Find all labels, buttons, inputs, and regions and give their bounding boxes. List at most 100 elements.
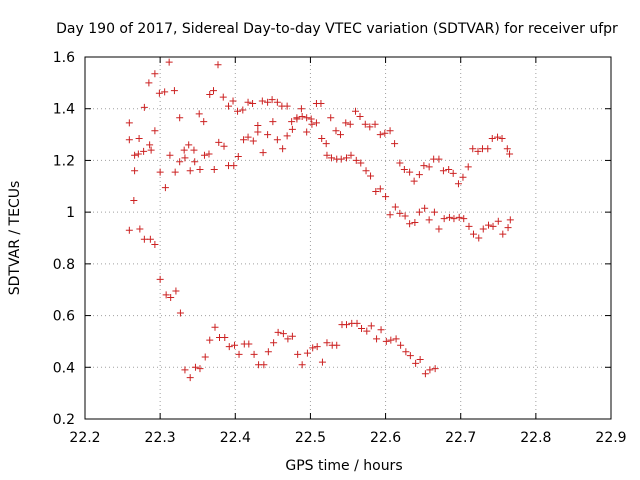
- data-point-plus: [308, 120, 316, 128]
- x-tick-label: 22.6: [370, 430, 401, 446]
- data-point-plus: [356, 112, 364, 120]
- data-point-plus: [215, 138, 223, 146]
- data-point-plus: [297, 105, 305, 113]
- y-tick-label: 1.2: [53, 153, 75, 169]
- data-point-plus: [425, 163, 433, 171]
- data-point-plus: [425, 216, 433, 224]
- data-point-plus: [155, 89, 163, 97]
- data-point-plus: [205, 150, 213, 158]
- data-point-plus: [415, 171, 423, 179]
- data-point-plus: [219, 93, 227, 101]
- data-point-plus: [130, 197, 138, 205]
- data-point-plus: [135, 134, 143, 142]
- data-point-plus: [180, 146, 188, 154]
- data-point-plus: [131, 151, 139, 159]
- data-point-plus: [402, 348, 410, 356]
- data-point-plus: [191, 158, 199, 166]
- data-point-plus: [396, 209, 404, 217]
- data-points: [125, 58, 514, 382]
- data-point-plus: [131, 167, 139, 175]
- data-point-plus: [185, 141, 193, 149]
- data-point-plus: [465, 222, 473, 230]
- data-point-plus: [196, 365, 204, 373]
- y-tick-label: 0.2: [53, 412, 75, 428]
- data-point-plus: [264, 131, 272, 139]
- data-point-plus: [499, 230, 507, 238]
- data-point-plus: [239, 106, 247, 114]
- data-point-plus: [220, 142, 228, 150]
- data-point-plus: [147, 146, 155, 154]
- data-point-plus: [352, 107, 360, 115]
- data-point-plus: [411, 218, 419, 226]
- data-point-plus: [125, 226, 133, 234]
- data-point-plus: [363, 327, 371, 335]
- data-point-plus: [176, 309, 184, 317]
- data-point-plus: [264, 98, 272, 106]
- data-point-plus: [140, 235, 148, 243]
- data-point-plus: [353, 319, 361, 327]
- data-point-plus: [391, 140, 399, 148]
- data-point-plus: [240, 136, 248, 144]
- data-point-plus: [342, 154, 350, 162]
- data-point-plus: [176, 158, 184, 166]
- data-point-plus: [214, 61, 222, 69]
- data-point-plus: [249, 100, 257, 108]
- data-point-plus: [454, 180, 462, 188]
- data-point-plus: [401, 212, 409, 220]
- data-point-plus: [415, 208, 423, 216]
- data-point-plus: [450, 215, 458, 223]
- data-point-plus: [259, 149, 267, 157]
- data-point-plus: [362, 167, 370, 175]
- data-point-plus: [421, 204, 429, 212]
- data-point-plus: [367, 322, 375, 330]
- data-point-plus: [181, 154, 189, 162]
- data-point-plus: [346, 120, 354, 128]
- data-point-plus: [506, 150, 514, 158]
- data-point-plus: [195, 110, 203, 118]
- grid: [85, 57, 611, 419]
- data-point-plus: [303, 128, 311, 136]
- data-point-plus: [249, 137, 257, 145]
- data-point-plus: [279, 330, 287, 338]
- data-point-plus: [406, 168, 414, 176]
- data-point-plus: [176, 114, 184, 122]
- data-point-plus: [474, 147, 482, 155]
- y-tick-label: 1: [66, 205, 75, 221]
- data-point-plus: [382, 337, 390, 345]
- data-point-plus: [489, 222, 497, 230]
- data-point-plus: [303, 349, 311, 357]
- data-point-plus: [274, 328, 282, 336]
- data-point-plus: [140, 103, 148, 111]
- data-point-plus: [136, 225, 144, 233]
- data-point-plus: [230, 162, 238, 170]
- data-point-plus: [469, 145, 477, 153]
- x-tick-label: 22.3: [145, 430, 176, 446]
- data-point-plus: [270, 339, 278, 347]
- data-point-plus: [225, 343, 233, 351]
- data-point-plus: [225, 102, 233, 110]
- data-point-plus: [318, 134, 326, 142]
- data-point-plus: [412, 359, 420, 367]
- data-point-plus: [400, 165, 408, 173]
- data-point-plus: [333, 341, 341, 349]
- data-point-plus: [145, 79, 153, 87]
- data-point-plus: [342, 119, 350, 127]
- data-point-plus: [396, 159, 404, 167]
- data-point-plus: [494, 217, 502, 225]
- data-point-plus: [327, 154, 335, 162]
- data-point-plus: [288, 332, 296, 340]
- data-point-plus: [323, 339, 331, 347]
- data-point-plus: [273, 136, 281, 144]
- data-point-plus: [268, 96, 276, 104]
- data-point-plus: [318, 358, 326, 366]
- x-tick-label: 22.7: [445, 430, 476, 446]
- data-point-plus: [435, 225, 443, 233]
- data-point-plus: [420, 162, 428, 170]
- data-point-plus: [464, 163, 472, 171]
- data-point-plus: [488, 134, 496, 142]
- data-point-plus: [387, 336, 395, 344]
- data-point-plus: [376, 131, 384, 139]
- data-point-plus: [445, 213, 453, 221]
- data-point-plus: [162, 291, 170, 299]
- data-point-plus: [258, 97, 266, 105]
